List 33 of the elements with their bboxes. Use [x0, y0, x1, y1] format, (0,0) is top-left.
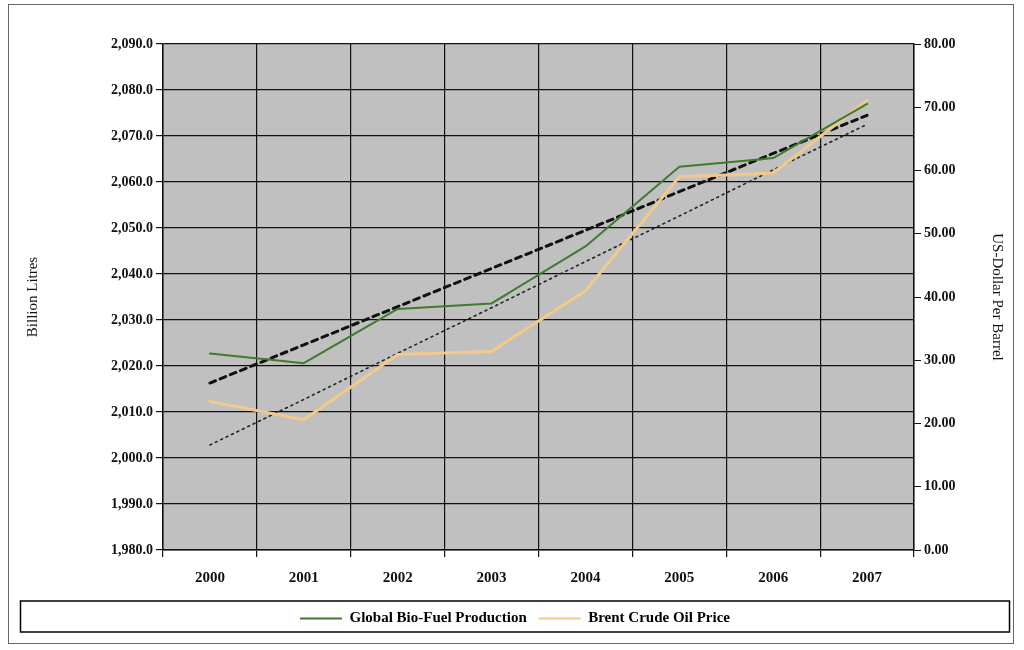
- y-axis-title: Billion Litres: [23, 256, 40, 338]
- y-tick-label: 1,990.0: [111, 495, 153, 511]
- y-tick-label: 2,070.0: [111, 127, 153, 143]
- y2-tick-label: 20.00: [924, 415, 956, 431]
- y2-tick-label: 30.00: [924, 351, 956, 367]
- x-tick-label: 2003: [476, 568, 507, 585]
- y-tick-label: 2,050.0: [111, 219, 153, 235]
- y-tick-label: 1,980.0: [111, 541, 153, 557]
- y-tick-label: 2,060.0: [111, 173, 153, 189]
- y2-tick-label: 70.00: [924, 98, 956, 114]
- y2-tick-label: 10.00: [924, 478, 956, 494]
- y-tick-label: 2,030.0: [111, 311, 153, 327]
- x-tick-label: 2001: [288, 568, 319, 585]
- legend-label: Brent Crude Oil Price: [588, 609, 731, 626]
- x-tick-label: 2004: [570, 568, 601, 585]
- y2-tick-label: 50.00: [924, 225, 956, 241]
- y-tick-label: 2,080.0: [111, 81, 153, 97]
- x-tick-label: 2002: [382, 568, 413, 585]
- y2-tick-label: 60.00: [924, 162, 956, 178]
- y2-tick-label: 0.00: [924, 541, 949, 557]
- y2-tick-label: 80.00: [924, 35, 956, 51]
- x-tick-label: 2007: [852, 568, 883, 585]
- y-tick-label: 2,020.0: [111, 357, 153, 373]
- y2-tick-label: 40.00: [924, 288, 956, 304]
- y-tick-label: 2,000.0: [111, 449, 153, 465]
- y-tick-label: 2,040.0: [111, 265, 153, 281]
- y-tick-label: 2,090.0: [111, 35, 153, 51]
- x-tick-label: 2006: [758, 568, 789, 585]
- x-tick-label: 2000: [194, 568, 225, 585]
- y2-axis-title: US-Dollar Per Barrel: [990, 233, 1007, 361]
- y-tick-label: 2,010.0: [111, 403, 153, 419]
- x-tick-label: 2005: [664, 568, 695, 585]
- legend-label: Global Bio-Fuel Production: [349, 609, 528, 626]
